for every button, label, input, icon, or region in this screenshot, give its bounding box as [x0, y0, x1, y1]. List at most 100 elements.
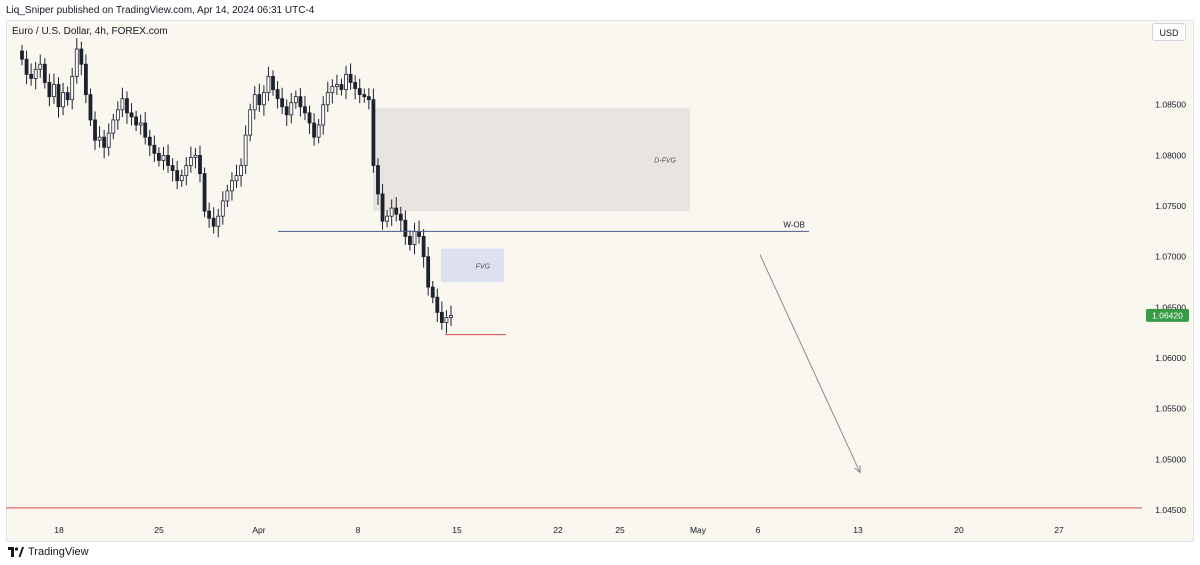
- candle-body: [403, 219, 408, 237]
- candle-body: [261, 92, 266, 106]
- candle-body: [444, 317, 449, 323]
- candle-body: [284, 106, 289, 116]
- chart-plot-area[interactable]: [6, 20, 1194, 542]
- y-tick-label: 1.05500: [1155, 404, 1186, 414]
- candle-body: [179, 175, 184, 182]
- candle-body: [184, 165, 189, 177]
- tradingview-logo[interactable]: TradingView: [8, 546, 89, 558]
- y-tick-label: 1.07500: [1155, 201, 1186, 211]
- zone-d-fvg: [373, 107, 690, 212]
- candle-body: [408, 236, 412, 245]
- y-tick-label: 1.08500: [1155, 100, 1186, 110]
- candle-body: [102, 136, 107, 148]
- candle-body: [239, 165, 243, 177]
- candle-body: [93, 119, 97, 141]
- x-tick-label: 20: [954, 525, 964, 535]
- candle-body: [166, 154, 170, 166]
- candle-body: [230, 180, 234, 192]
- candle-body: [280, 98, 285, 108]
- candle-body: [198, 154, 202, 175]
- y-tick-label: 1.04500: [1155, 505, 1186, 515]
- candle-body: [344, 73, 348, 90]
- candle-body: [380, 193, 385, 222]
- candle-body: [303, 106, 307, 114]
- y-tick-label: 1.06000: [1155, 353, 1186, 363]
- last-price-badge: [1146, 308, 1189, 322]
- candle-body: [47, 82, 52, 98]
- candle-body: [129, 112, 134, 118]
- w-ob-label: W-OB: [783, 220, 805, 229]
- candle-body: [325, 92, 330, 106]
- candle-body: [120, 98, 125, 111]
- candle-body: [211, 217, 216, 227]
- candle-body: [42, 63, 47, 83]
- candle-body: [421, 236, 426, 258]
- candle-body: [65, 92, 70, 101]
- candle-body: [398, 213, 403, 221]
- x-tick-label: 13: [853, 525, 863, 535]
- x-tick-label: 8: [356, 525, 361, 535]
- candle-body: [298, 96, 303, 108]
- projection-arrow: [759, 254, 861, 473]
- candle-body: [366, 96, 371, 101]
- candle-body: [234, 175, 239, 182]
- candle-body: [56, 84, 61, 108]
- tradingview-brand: TradingView: [28, 546, 89, 558]
- candle-body: [353, 82, 358, 89]
- zone-fvg: [441, 248, 504, 283]
- header-bar: Liq_Sniper published on TradingView.com,…: [0, 0, 1200, 20]
- candle-body: [371, 99, 376, 166]
- candle-body: [220, 200, 225, 217]
- candle-body: [111, 119, 116, 134]
- candle-body: [125, 98, 129, 114]
- candle-body: [335, 84, 339, 87]
- candle-body: [339, 84, 344, 90]
- candle-body: [157, 152, 161, 161]
- candle-body: [362, 94, 367, 98]
- candle-body: [29, 73, 34, 79]
- candle-body: [24, 58, 29, 75]
- candle-body: [293, 96, 298, 104]
- candle-body: [275, 89, 280, 100]
- publish-info: Liq_Sniper published on TradingView.com,…: [6, 5, 315, 16]
- candle-body: [188, 157, 193, 166]
- x-tick-label: 25: [615, 525, 625, 535]
- candle-body: [439, 311, 444, 323]
- last-price-label: 1.06420: [1152, 310, 1183, 320]
- candle-body: [417, 230, 421, 237]
- candle-body: [207, 210, 212, 219]
- candle-body: [79, 48, 84, 65]
- candle-body: [216, 215, 221, 227]
- candle-body: [170, 165, 175, 171]
- footer-bar: [0, 542, 1200, 565]
- candle-body: [88, 94, 93, 121]
- x-tick-label: May: [690, 525, 707, 535]
- candle-body: [426, 256, 431, 288]
- candle-body: [449, 315, 453, 318]
- x-tick-label: 22: [553, 525, 563, 535]
- candle-body: [175, 170, 180, 182]
- symbol-label[interactable]: Euro / U.S. Dollar, 4h, FOREX.com: [12, 26, 168, 37]
- candle-body: [307, 112, 312, 124]
- candle-body: [389, 207, 394, 217]
- currency-button[interactable]: USD: [1152, 23, 1186, 41]
- candle-body: [134, 116, 138, 126]
- candle-body: [412, 230, 417, 245]
- candle-body: [289, 102, 294, 116]
- y-tick-label: 1.08000: [1155, 150, 1186, 160]
- zone-label: FVG: [476, 263, 491, 270]
- candle-body: [143, 122, 148, 138]
- zone-label: D-FVG: [654, 157, 676, 164]
- y-tick-label: 1.07000: [1155, 252, 1186, 262]
- x-tick-label: 15: [452, 525, 462, 535]
- x-tick-label: 27: [1054, 525, 1064, 535]
- candle-body: [312, 122, 316, 138]
- candle-body: [161, 154, 166, 161]
- candle-body: [193, 154, 198, 158]
- candle-body: [330, 86, 335, 93]
- candle-body: [38, 63, 43, 70]
- candle-body: [376, 165, 380, 195]
- candle-body: [147, 136, 152, 146]
- candle-body: [97, 136, 102, 141]
- x-tick-label: 25: [154, 525, 164, 535]
